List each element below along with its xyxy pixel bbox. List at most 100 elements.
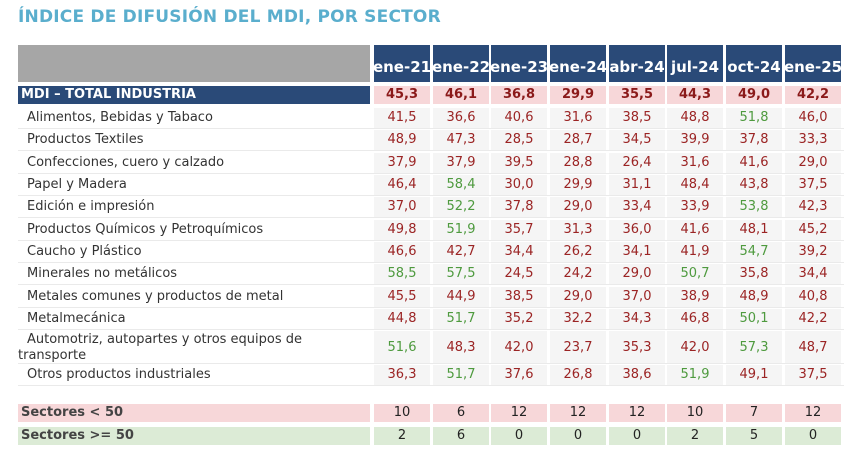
page-title: ÍNDICE DE DIFUSIÓN DEL MDI, POR SECTOR <box>18 7 441 27</box>
row-divider <box>18 128 844 129</box>
cell-background <box>726 309 782 329</box>
value-cell: 37,0 <box>622 289 652 304</box>
row-divider <box>18 385 844 386</box>
value-cell: 51,6 <box>387 340 417 355</box>
value-cell: 37,6 <box>504 367 534 382</box>
value-cell: 26,4 <box>622 155 652 170</box>
value-cell: 37,9 <box>387 155 417 170</box>
cell-background <box>374 197 430 217</box>
value-cell: 45,2 <box>798 222 828 237</box>
sector-label: Confecciones, cuero y calzado <box>27 155 225 170</box>
value-cell: 31,1 <box>622 177 652 192</box>
cell-background <box>491 242 547 262</box>
sectors-below-50-cell: 12 <box>550 404 606 422</box>
value-cell: 48,3 <box>446 340 476 355</box>
cell-background <box>785 130 841 150</box>
cell-background <box>550 153 606 173</box>
value-cell: 48,7 <box>798 340 828 355</box>
value-cell: 51,7 <box>446 367 476 382</box>
cell-background <box>609 264 665 284</box>
cell-background <box>785 365 841 385</box>
value-cell: 50,1 <box>739 311 769 326</box>
cell-background <box>609 331 665 363</box>
row-divider <box>18 329 844 330</box>
total-value-cell: 36,8 <box>491 86 547 104</box>
cell-background <box>374 365 430 385</box>
cell-background <box>433 287 489 307</box>
value-cell: 48,4 <box>680 177 710 192</box>
cell-background <box>785 108 841 128</box>
value-cell: 29,0 <box>798 155 828 170</box>
value-cell: 26,2 <box>563 244 593 259</box>
column-header: ene-23 <box>490 45 548 82</box>
sectors-below-50-cell: 10 <box>374 404 430 422</box>
cell-background <box>726 331 782 363</box>
value-cell: 34,4 <box>798 266 828 281</box>
cell-background <box>433 331 489 363</box>
column-header: ene-24 <box>549 45 607 82</box>
value-cell: 35,3 <box>622 340 652 355</box>
cell-background <box>726 365 782 385</box>
cell-background <box>785 331 841 363</box>
value-cell: 39,2 <box>798 244 828 259</box>
cell-background <box>433 130 489 150</box>
cell-background <box>609 197 665 217</box>
total-value-cell: 42,2 <box>785 86 841 104</box>
cell-background <box>374 108 430 128</box>
value-cell: 29,0 <box>622 266 652 281</box>
value-cell: 49,1 <box>739 367 769 382</box>
value-cell: 36,6 <box>446 110 476 125</box>
cell-background <box>550 175 606 195</box>
value-cell: 36,3 <box>387 367 417 382</box>
cell-background <box>785 197 841 217</box>
cell-background <box>491 365 547 385</box>
cell-background <box>433 153 489 173</box>
value-cell: 37,8 <box>504 199 534 214</box>
value-cell: 49,8 <box>387 222 417 237</box>
column-header: oct-24 <box>726 45 782 82</box>
value-cell: 43,8 <box>739 177 769 192</box>
sectors-above-50-cell: 0 <box>785 427 841 445</box>
cell-background <box>491 220 547 240</box>
row-divider <box>18 240 844 241</box>
value-cell: 37,5 <box>798 177 828 192</box>
sectors-below-50-cell: 12 <box>785 404 841 422</box>
cell-background <box>609 175 665 195</box>
cell-background <box>726 220 782 240</box>
cell-background <box>550 197 606 217</box>
value-cell: 41,6 <box>739 155 769 170</box>
cell-background <box>491 175 547 195</box>
value-cell: 24,5 <box>504 266 534 281</box>
sector-label: Productos Textiles <box>27 132 144 147</box>
value-cell: 26,8 <box>563 367 593 382</box>
total-value-cell: 44,3 <box>667 86 723 104</box>
value-cell: 50,7 <box>680 266 710 281</box>
total-value-cell: 29,9 <box>550 86 606 104</box>
cell-background <box>550 331 606 363</box>
row-divider <box>18 173 844 174</box>
cell-background <box>550 287 606 307</box>
value-cell: 38,9 <box>680 289 710 304</box>
cell-background <box>550 365 606 385</box>
column-header: ene-21 <box>373 45 431 82</box>
cell-background <box>433 264 489 284</box>
cell-background <box>667 175 723 195</box>
value-cell: 37,0 <box>387 199 417 214</box>
cell-background <box>433 108 489 128</box>
value-cell: 33,4 <box>622 199 652 214</box>
sectors-above-50-cell: 0 <box>491 427 547 445</box>
value-cell: 51,8 <box>739 110 769 125</box>
cell-background <box>785 220 841 240</box>
cell-background <box>550 309 606 329</box>
value-cell: 54,7 <box>739 244 769 259</box>
row-divider <box>18 307 844 308</box>
value-cell: 38,5 <box>504 289 534 304</box>
cell-background <box>726 197 782 217</box>
value-cell: 47,3 <box>446 132 476 147</box>
cell-background <box>491 331 547 363</box>
sector-label: Edición e impresión <box>27 199 155 214</box>
cell-background <box>726 242 782 262</box>
cell-background <box>374 264 430 284</box>
value-cell: 30,0 <box>504 177 534 192</box>
cell-background <box>550 108 606 128</box>
